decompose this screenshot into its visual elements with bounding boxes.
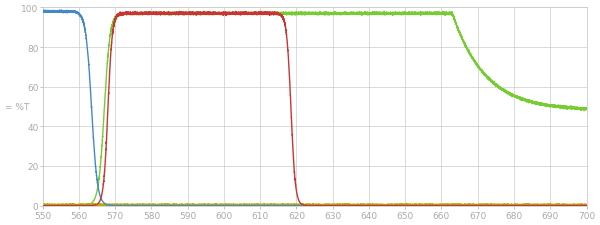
Y-axis label: = %T: = %T [5,103,29,111]
